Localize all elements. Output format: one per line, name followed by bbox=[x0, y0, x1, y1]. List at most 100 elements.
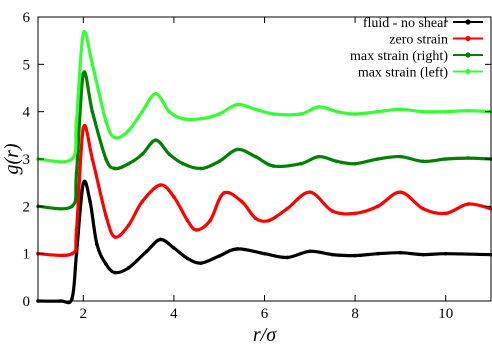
data-point-max-strain-left bbox=[421, 109, 425, 114]
data-point-max-strain-right bbox=[167, 152, 172, 157]
legend-marker-max-strain-right bbox=[465, 52, 471, 58]
data-point-max-strain-right bbox=[235, 147, 240, 152]
data-point-zero-strain bbox=[375, 204, 380, 209]
data-point-zero-strain bbox=[253, 216, 258, 220]
data-point-fluid-no-shear bbox=[262, 251, 267, 256]
data-point-fluid-no-shear bbox=[144, 249, 149, 254]
legend-label-fluid-no-shear: fluid - no shear bbox=[363, 16, 448, 31]
data-point-fluid-no-shear bbox=[375, 251, 380, 256]
data-point-max-strain-left bbox=[167, 109, 172, 114]
data-point-zero-strain bbox=[421, 206, 425, 211]
data-point-max-strain-right bbox=[375, 157, 380, 161]
data-point-max-strain-left bbox=[90, 62, 95, 67]
data-point-fluid-no-shear bbox=[88, 199, 92, 204]
x-tick-label: 6 bbox=[261, 306, 269, 322]
data-point-zero-strain bbox=[194, 228, 199, 232]
data-point-fluid-no-shear bbox=[421, 252, 425, 257]
data-point-max-strain-right bbox=[70, 204, 74, 209]
data-point-max-strain-right bbox=[353, 161, 357, 166]
y-tick-label: 5 bbox=[23, 57, 31, 73]
data-point-zero-strain bbox=[113, 235, 117, 239]
data-point-zero-strain bbox=[267, 218, 271, 223]
data-point-max-strain-left bbox=[81, 31, 86, 36]
data-point-fluid-no-shear bbox=[443, 251, 448, 256]
data-point-fluid-no-shear bbox=[353, 253, 357, 258]
data-point-max-strain-right bbox=[421, 159, 425, 164]
data-point-zero-strain bbox=[330, 209, 335, 213]
data-point-zero-strain bbox=[398, 190, 403, 194]
legend-marker-zero-strain bbox=[465, 35, 471, 42]
data-point-zero-strain bbox=[90, 157, 95, 161]
data-point-max-strain-left bbox=[398, 107, 403, 112]
data-point-zero-strain bbox=[158, 183, 163, 187]
legend-label-max-strain-right: max strain (right) bbox=[350, 49, 448, 64]
y-tick-label: 3 bbox=[23, 152, 31, 168]
y-tick-label: 0 bbox=[23, 294, 31, 310]
data-point-zero-strain bbox=[285, 206, 289, 211]
data-point-max-strain-left bbox=[375, 109, 380, 114]
data-point-zero-strain bbox=[353, 211, 357, 216]
data-point-zero-strain bbox=[308, 190, 312, 194]
data-point-zero-strain bbox=[104, 214, 108, 218]
data-point-fluid-no-shear bbox=[113, 270, 117, 275]
data-point-zero-strain bbox=[172, 195, 176, 199]
data-point-max-strain-left bbox=[140, 109, 144, 114]
data-point-max-strain-right bbox=[443, 157, 448, 161]
y-tick-label: 4 bbox=[23, 105, 31, 121]
data-point-max-strain-left bbox=[126, 128, 131, 133]
data-point-zero-strain bbox=[443, 211, 448, 216]
y-axis-label: g(r) bbox=[1, 143, 23, 174]
data-point-fluid-no-shear bbox=[199, 261, 203, 265]
data-point-max-strain-right bbox=[81, 72, 86, 76]
data-point-max-strain-right bbox=[398, 154, 403, 159]
data-point-fluid-no-shear bbox=[285, 255, 289, 260]
data-point-zero-strain bbox=[221, 191, 226, 195]
data-point-max-strain-left bbox=[113, 135, 117, 140]
legend-marker-max-strain-left bbox=[465, 68, 471, 75]
data-point-max-strain-left bbox=[74, 119, 79, 123]
data-point-fluid-no-shear bbox=[398, 250, 403, 255]
data-point-max-strain-left bbox=[104, 119, 108, 123]
data-point-max-strain-right bbox=[217, 159, 221, 164]
y-tick-label: 2 bbox=[23, 199, 31, 215]
data-point-fluid-no-shear bbox=[172, 246, 176, 250]
data-point-max-strain-right bbox=[181, 161, 185, 166]
data-point-fluid-no-shear bbox=[70, 296, 74, 301]
x-tick-label: 2 bbox=[80, 306, 88, 322]
legend-label-zero-strain: zero strain bbox=[389, 33, 448, 48]
data-point-zero-strain bbox=[185, 218, 190, 223]
series-line-fluid-no-shear bbox=[36, 179, 492, 305]
x-tick-label: 4 bbox=[170, 306, 178, 322]
data-point-max-strain-left bbox=[235, 102, 240, 107]
legend-label-max-strain-left: max strain (left) bbox=[358, 66, 449, 81]
data-point-zero-strain bbox=[74, 228, 79, 232]
data-point-max-strain-right bbox=[271, 164, 276, 168]
x-tick-label: 10 bbox=[438, 306, 453, 322]
data-point-zero-strain bbox=[81, 126, 86, 131]
axis-ticks: 2 4 6 8 10 0 1 2 3 4 5 6 bbox=[23, 10, 491, 322]
data-point-max-strain-left bbox=[335, 109, 339, 114]
data-point-fluid-no-shear bbox=[330, 252, 335, 257]
y-tick-label: 1 bbox=[23, 247, 31, 263]
series-layer bbox=[36, 29, 492, 305]
data-point-zero-strain bbox=[466, 202, 471, 206]
x-tick-label: 8 bbox=[351, 306, 359, 322]
data-point-max-strain-right bbox=[153, 138, 158, 142]
data-point-fluid-no-shear bbox=[308, 249, 312, 254]
legend-marker-fluid-no-shear bbox=[465, 19, 471, 25]
data-point-max-strain-right bbox=[113, 166, 117, 171]
data-point-max-strain-left bbox=[317, 105, 321, 109]
data-point-zero-strain bbox=[70, 251, 74, 256]
data-point-max-strain-right bbox=[317, 154, 321, 159]
data-point-max-strain-left bbox=[443, 109, 448, 114]
data-point-max-strain-left bbox=[353, 112, 357, 116]
data-point-zero-strain bbox=[240, 199, 244, 204]
data-point-max-strain-right bbox=[298, 161, 303, 166]
data-point-zero-strain bbox=[208, 218, 212, 223]
data-point-fluid-no-shear bbox=[217, 254, 221, 258]
data-point-max-strain-right bbox=[140, 152, 144, 157]
data-point-fluid-no-shear bbox=[81, 181, 86, 186]
data-point-max-strain-left bbox=[253, 107, 258, 112]
